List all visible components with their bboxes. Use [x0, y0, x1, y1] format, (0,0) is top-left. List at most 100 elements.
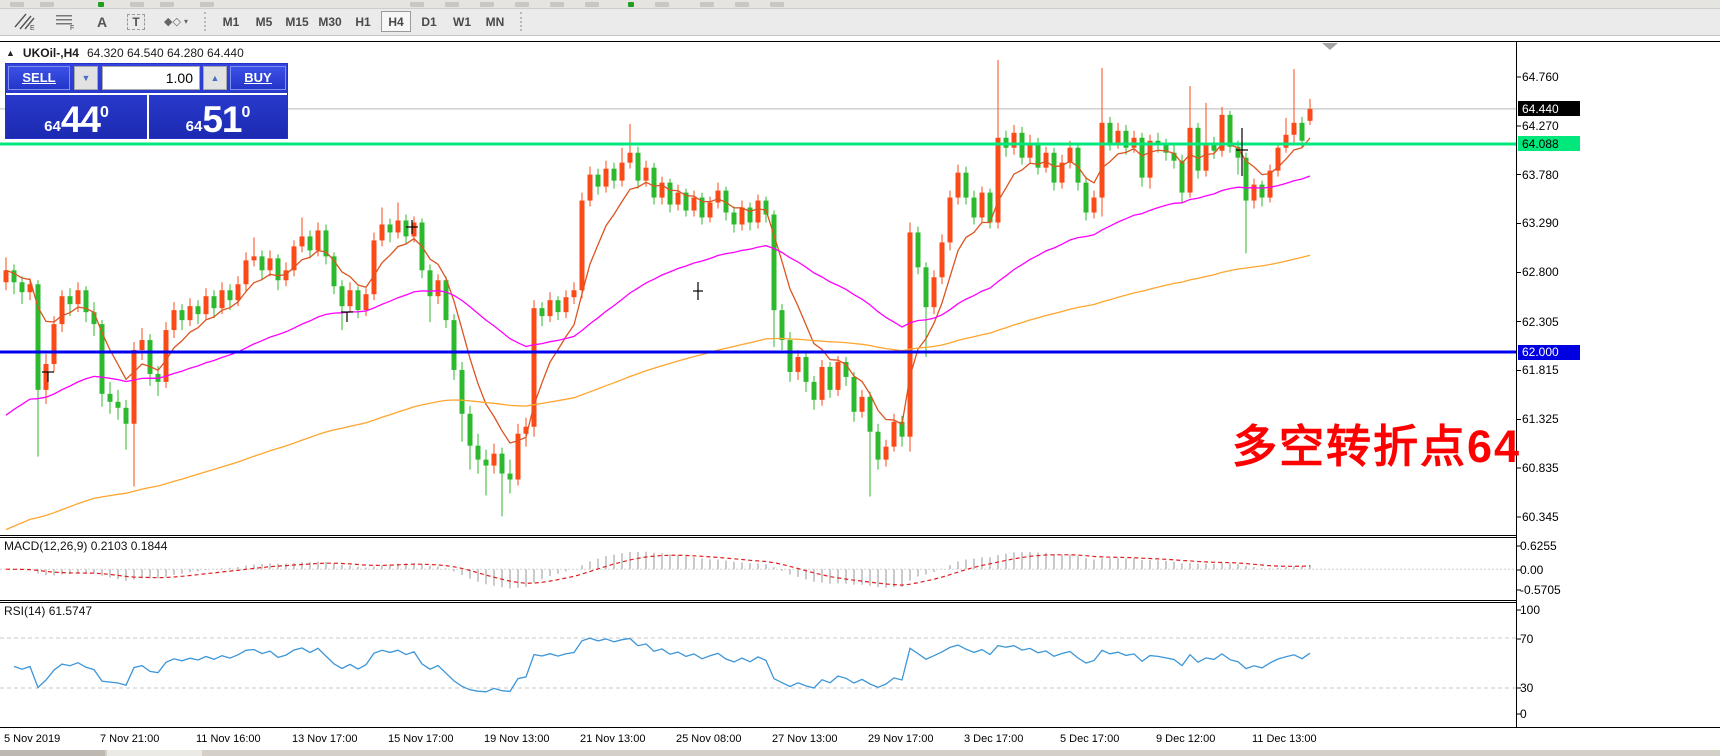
one-click-price-row: 64 44 0 64 51 0 [6, 93, 287, 141]
clipped-toolbar-icon [515, 2, 529, 7]
date-tick-label: 11 Dec 13:00 [1252, 733, 1317, 745]
chinese-annotation-text[interactable]: 多空转折点64 [1232, 421, 1522, 472]
buy-price-digits: 51 [202, 99, 242, 140]
tf-button-W1[interactable]: W1 [453, 14, 471, 29]
clipped-toolbar-icon [410, 2, 424, 7]
buy-price-pips: 0 [241, 104, 251, 121]
price-tile-divider [147, 93, 149, 139]
rsi-axis-label: 100 [1520, 603, 1541, 617]
statusbar-segment [0, 750, 105, 756]
clipped-toolbar-icon [770, 2, 784, 7]
rsi-axis-label: 0 [1520, 707, 1527, 721]
rsi-value: 61.5747 [48, 604, 93, 618]
chart-window[interactable]: ▲ UKOil-,H4 64.320 64.540 64.280 64.440 … [0, 36, 1720, 756]
clipped-toolbar-icon [200, 2, 214, 7]
text-box-tool[interactable]: T [122, 11, 150, 32]
volume-increase-button[interactable]: ▲ [203, 66, 227, 90]
macd-histogram [13, 551, 1311, 589]
date-tick-label: 25 Nov 08:00 [676, 733, 742, 745]
clipped-toolbar-icon [700, 2, 714, 7]
volume-input[interactable] [102, 66, 200, 90]
price-tick-label: 64.270 [1522, 118, 1559, 133]
clipped-toolbar-icon [130, 2, 144, 7]
macd-title: MACD(12,26,9) [4, 539, 88, 553]
clipped-toolbar-icon [735, 2, 749, 7]
symbol-name: UKOil-,H4 [22, 46, 79, 60]
sell-price-digits: 44 [60, 99, 101, 140]
macd-signal-line [5, 554, 1311, 586]
ma-line-7 [5, 137, 1311, 444]
chart-toolbar: E F A T ◆◇ ▾ M1 M5 M15 M30 H1 H4 D1 W1 MN [0, 9, 1720, 36]
date-tick-label: 11 Nov 16:00 [196, 733, 261, 745]
sell-price-button[interactable]: 64 44 0 [6, 95, 147, 139]
tf-button-M15[interactable]: M15 [285, 14, 309, 29]
date-tick-label: 19 Nov 13:00 [484, 733, 550, 745]
clipped-toolbar-icon [445, 2, 459, 7]
diamonds-icon: ◆◇ [164, 16, 181, 28]
rsi-axis-label: 70 [1520, 632, 1534, 646]
buy-price-button[interactable]: 64 51 0 [149, 95, 287, 139]
sell-button-label: SELL [22, 70, 56, 85]
svg-text:E: E [30, 25, 35, 31]
drawing-marks-layer [42, 128, 1248, 382]
rsi-axis-label: 30 [1520, 681, 1534, 695]
macd-value: 0.2103 0.1844 [90, 539, 168, 553]
sell-price-prefix: 64 [44, 118, 61, 135]
text-label-tool[interactable]: A [96, 13, 108, 30]
ma-line-45 [5, 175, 1311, 416]
price-tick-label: 64.760 [1522, 70, 1559, 84]
tf-button-D1[interactable]: D1 [421, 14, 437, 29]
macd-axis-label: 0.00 [1520, 563, 1544, 577]
sell-button[interactable]: SELL [8, 66, 70, 90]
clipped-toolbar-icon [655, 2, 669, 7]
main-pane-layer [0, 60, 1516, 531]
buy-button[interactable]: BUY [230, 66, 286, 90]
tf-button-M1[interactable]: M1 [222, 14, 240, 29]
tf-button-M5[interactable]: M5 [255, 14, 273, 29]
price-tag-64.440: 64.440 [1518, 101, 1580, 117]
clipped-toolbar-icon [40, 2, 54, 7]
buy-button-label: BUY [244, 70, 272, 85]
collapse-arrow-icon[interactable]: ▲ [6, 48, 15, 58]
price-tick-label: 61.815 [1522, 363, 1559, 378]
sell-price-pips: 0 [99, 104, 109, 121]
chart-shift-marker-icon [1322, 43, 1338, 50]
channel-tool-icon[interactable]: E [8, 11, 42, 32]
bottom-window-edge [0, 750, 1720, 756]
tf-button-H1[interactable]: H1 [355, 14, 371, 29]
macd-indicator-label: MACD(12,26,9) 0.2103 0.1844 [4, 539, 167, 553]
shapes-tool[interactable]: ◆◇ ▾ [156, 11, 196, 32]
symbol-header: ▲ UKOil-,H4 64.320 64.540 64.280 64.440 [6, 46, 244, 60]
date-tick-label: 27 Nov 13:00 [772, 733, 838, 745]
date-tick-label: 13 Nov 17:00 [292, 733, 358, 745]
chevron-down-icon: ▾ [183, 17, 188, 26]
channel-lines-icon: E [14, 13, 35, 31]
statusbar-segment [107, 750, 202, 756]
date-tick-label: 5 Dec 17:00 [1060, 733, 1120, 745]
date-tick-label: 29 Nov 17:00 [868, 733, 934, 745]
date-tick-label: 9 Dec 12:00 [1156, 733, 1216, 745]
price-tick-label: 63.780 [1522, 167, 1559, 182]
volume-decrease-button[interactable]: ▼ [74, 66, 98, 90]
price-tick-label: 63.290 [1522, 216, 1559, 231]
overlay-layer [0, 41, 1720, 728]
date-tick-label: 15 Nov 17:00 [388, 733, 454, 745]
pane-borders [0, 41, 1720, 728]
price-tick-label: 62.800 [1522, 265, 1559, 280]
tf-button-H4[interactable]: H4 [381, 11, 411, 32]
date-tick-label: 21 Nov 13:00 [580, 733, 646, 745]
date-tick-label: 3 Dec 17:00 [964, 733, 1024, 745]
clipped-toolbar-icon [10, 2, 24, 7]
fibonacci-tool-icon[interactable]: F [48, 11, 82, 32]
rsi-title: RSI(14) [4, 604, 46, 618]
buy-price-prefix: 64 [185, 118, 203, 135]
tf-button-M30[interactable]: M30 [318, 14, 342, 29]
text-box-icon: T [127, 13, 145, 30]
clipped-toolbar-icon-green [98, 2, 104, 7]
macd-axis-label: 0.6255 [1520, 539, 1557, 553]
clipped-toolbar-icon [480, 2, 494, 7]
rsi-indicator-label: RSI(14) 61.5747 [4, 604, 92, 618]
svg-text:F: F [70, 25, 74, 31]
tf-button-MN[interactable]: MN [485, 14, 505, 29]
